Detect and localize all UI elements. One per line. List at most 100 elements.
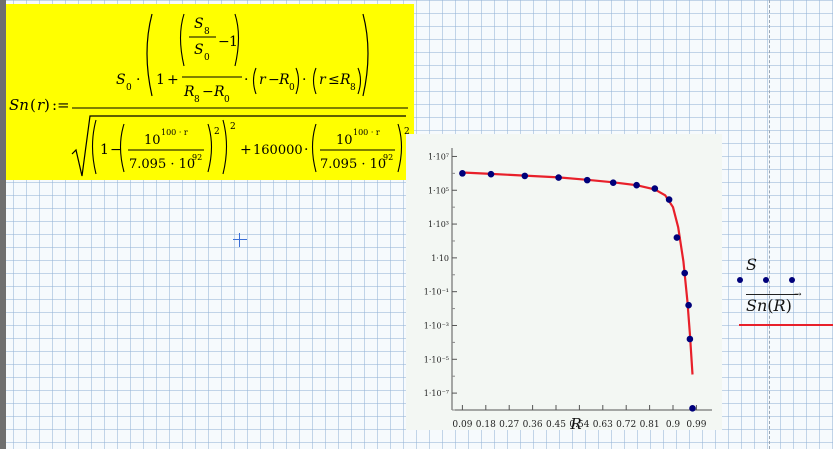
legend-lparen: ( — [767, 296, 774, 315]
num-big-lparen — [146, 13, 153, 97]
inner-rparen — [234, 13, 240, 67]
paren-a-r — [295, 67, 300, 95]
inner-S8: S — [194, 16, 204, 32]
y-tick-label: 1·10⁻³ — [424, 321, 449, 330]
inner-S0: S — [194, 42, 204, 58]
frac2-ten: 10 — [336, 133, 353, 148]
legend-trace1-marker — [737, 276, 807, 286]
x-tick-label: 0.18 — [476, 420, 496, 430]
vectorize-overbar — [746, 294, 798, 295]
den-plus: + — [240, 142, 252, 158]
den-one: 1 — [100, 142, 109, 158]
lparen: ( — [30, 96, 36, 114]
legend-trace2-fn: Sn — [746, 296, 768, 315]
den-big-rparen — [222, 119, 228, 175]
den-big-lparen — [91, 119, 97, 175]
cond-r: r — [319, 72, 327, 88]
outer-square: 2 — [230, 122, 236, 132]
formula-lhs-arg: r — [37, 96, 45, 114]
data-point-s — [555, 174, 562, 181]
frac1-const: 7.095 · 10 — [129, 157, 195, 172]
cond-R8-sub: 8 — [350, 83, 356, 93]
page-break-line — [769, 0, 770, 449]
data-point-s — [633, 181, 640, 189]
data-point-s — [487, 170, 495, 178]
den-R0: R — [213, 84, 225, 100]
y-tick-label: 1·10 — [431, 254, 449, 263]
term-R0-sub: 0 — [289, 83, 295, 93]
vectorize-arrow-icon: → — [794, 290, 802, 300]
x-tick-label: 0.72 — [616, 420, 636, 430]
legend-trace2-label[interactable]: → Sn(R) — [746, 290, 802, 315]
data-point-s — [665, 196, 673, 203]
paren-a-l — [252, 67, 257, 95]
y-tick-label: 1·10⁻⁷ — [424, 389, 449, 398]
inner-square: 2 — [214, 127, 220, 137]
cond-leq: ≤ — [328, 72, 340, 88]
frac2-lparen — [311, 123, 317, 173]
x-axis-label: R — [569, 415, 581, 430]
inner-one: 1 — [229, 34, 238, 50]
den-minus: − — [202, 84, 214, 100]
num-S-sub: 0 — [126, 83, 132, 93]
x-tick-label: 0.45 — [546, 420, 566, 430]
frac2-const: 7.095 · 10 — [320, 157, 386, 172]
legend-trace2-arg: R — [773, 296, 786, 315]
y-tick-label: 1·10⁷ — [428, 152, 449, 161]
den-R0-sub: 0 — [224, 95, 230, 105]
term-minus: − — [268, 72, 280, 88]
rparen: ) — [44, 96, 50, 114]
x-tick-label: 0.54 — [569, 420, 589, 430]
series-line-sn — [462, 171, 694, 375]
legend-trace1-label[interactable]: S — [746, 255, 757, 274]
num-dot2: · — [244, 72, 248, 88]
data-point-s — [609, 179, 617, 186]
num-plus: + — [167, 72, 179, 88]
frac2-rparen — [397, 123, 403, 173]
sqrt-sign — [71, 115, 406, 177]
x-tick-label: 0.81 — [640, 420, 660, 430]
x-tick-label: 0.27 — [499, 420, 519, 430]
data-point-s — [651, 185, 659, 192]
den-R8-sub: 8 — [194, 95, 200, 105]
x-tick-label: 0.63 — [593, 420, 613, 430]
data-point-s — [583, 176, 591, 184]
data-point-s — [686, 335, 694, 343]
x-tick-label: 0.36 — [523, 420, 543, 430]
y-tick-label: 1·10⁵ — [428, 186, 449, 195]
data-point-s — [681, 269, 688, 277]
formula-lhs-fn: Sn — [9, 96, 29, 114]
frac2-square: 2 — [404, 127, 410, 137]
formula-region[interactable]: Sn ( r ) := S 0 · 1 + S 8 S 0 − 1 R — [6, 4, 414, 180]
num-big-rparen — [362, 13, 369, 97]
frac2-exp: 100 · r — [353, 128, 380, 137]
legend-trace2-line — [739, 324, 833, 326]
y-tick-label: 1·10⁻¹ — [424, 288, 449, 297]
plot-canvas: 0.09 0.18 0.27 0.36 0.45 0.54 0.63 0.72 0.81 0.9 0… — [424, 148, 712, 430]
num-S: S — [116, 72, 126, 88]
num-dot: · — [136, 72, 140, 88]
inner-lparen — [179, 13, 185, 67]
num-dot3: · — [302, 72, 306, 88]
term-R0: R — [278, 72, 290, 88]
frac1-exp: 100 · r — [161, 128, 188, 137]
frac1-rparen — [207, 123, 213, 173]
crosshair-cursor-icon — [233, 233, 247, 247]
formula-assign: := — [52, 96, 70, 114]
x-tick-label: 0.09 — [452, 420, 472, 430]
term-r: r — [259, 72, 267, 88]
data-point-s — [521, 172, 529, 180]
legend-dot — [789, 277, 795, 283]
frac1-const-exp: 92 — [192, 153, 202, 162]
frac2-const-exp: 92 — [383, 153, 393, 162]
paren-b-l — [312, 67, 317, 95]
num-one: 1 — [156, 72, 165, 88]
formula-math: Sn ( r ) := S 0 · 1 + S 8 S 0 − 1 R — [9, 13, 410, 177]
frac1-ten: 10 — [144, 133, 161, 148]
x-tick-label: 0.9 — [666, 420, 681, 430]
plot-region[interactable]: 0.09 0.18 0.27 0.36 0.45 0.54 0.63 0.72 0.81 0.9 0… — [406, 134, 722, 430]
y-tick-label: 1·10⁻⁵ — [424, 355, 449, 364]
legend-rparen: ) — [785, 296, 792, 315]
x-tick-label: 0.99 — [686, 420, 706, 430]
data-point-s — [459, 170, 466, 177]
